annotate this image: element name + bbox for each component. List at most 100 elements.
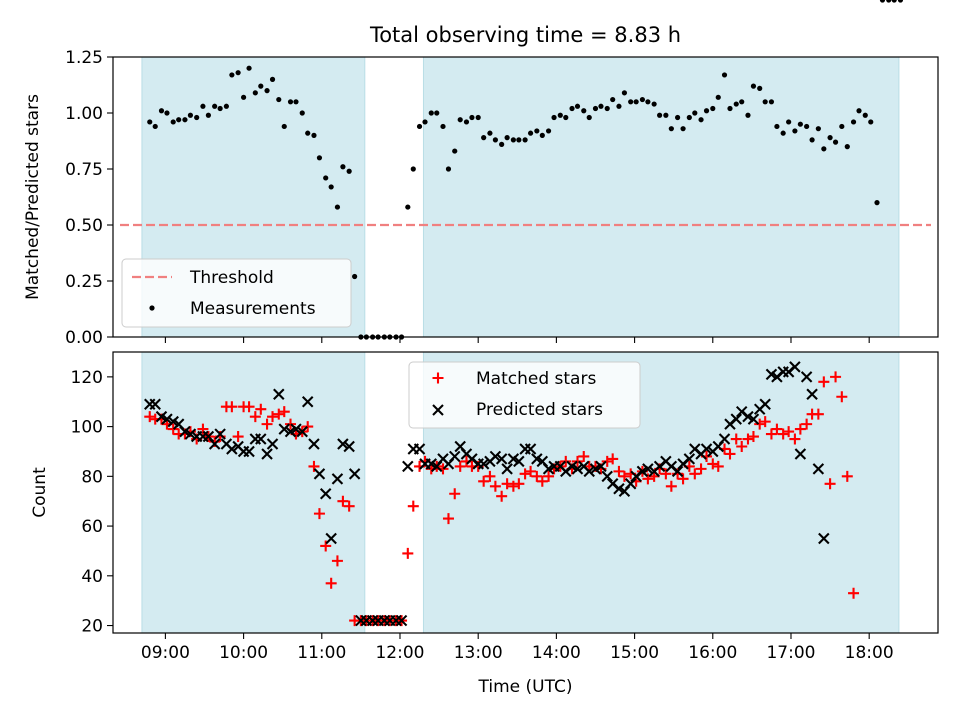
bottom-legend-box xyxy=(408,361,641,429)
matched-star-point xyxy=(513,478,525,490)
matched-star-point xyxy=(144,411,156,423)
matched-star-point xyxy=(841,470,853,482)
measurement-point xyxy=(692,110,698,116)
matched-star-point xyxy=(442,513,454,525)
x-tick-label: 13:00 xyxy=(454,643,503,663)
matched-star-point xyxy=(794,423,806,435)
measurement-point xyxy=(499,141,505,147)
predicted-star-point xyxy=(789,361,801,373)
y-tick-label: 100 xyxy=(71,418,103,438)
measurement-point xyxy=(346,168,352,174)
measurement-point xyxy=(551,114,557,121)
measurement-point xyxy=(457,117,463,123)
measurement-point xyxy=(527,130,534,136)
predicted-star-point xyxy=(273,388,285,401)
shaded-region-1 xyxy=(422,56,900,338)
matched-star-point xyxy=(402,547,414,559)
predicted-star-point xyxy=(489,450,502,463)
measurement-point xyxy=(774,123,780,130)
matched-star-point xyxy=(824,478,836,490)
legend-matched-label: Matched stars xyxy=(476,369,596,389)
measurement-point xyxy=(633,99,639,105)
measurement-point xyxy=(856,108,862,114)
measurement-point xyxy=(574,103,581,109)
measurement-point xyxy=(305,130,311,136)
measurement-point xyxy=(416,123,423,130)
measurement-point xyxy=(698,117,704,123)
measurement-point xyxy=(703,108,710,114)
measurement-point xyxy=(504,135,510,141)
predicted-star-point xyxy=(331,473,344,485)
measurement-point xyxy=(316,155,323,161)
top-legend: Threshold Measurements xyxy=(121,258,352,328)
measurement-point xyxy=(768,99,775,105)
matched-star-point xyxy=(302,421,314,433)
legend-measurements-label: Measurements xyxy=(190,299,316,319)
y-tick-label: 80 xyxy=(81,467,103,487)
measurement-point xyxy=(269,76,276,82)
predicted-star-point xyxy=(343,440,355,453)
matched-star-point xyxy=(783,426,795,438)
measurement-point xyxy=(187,112,194,118)
measurement-point xyxy=(422,119,428,125)
matched-star-point xyxy=(578,450,590,462)
measurement-point xyxy=(340,164,346,170)
predicted-star-point xyxy=(402,460,414,473)
measurement-point xyxy=(158,108,165,114)
measurement-point xyxy=(510,137,516,143)
predicted-star-point xyxy=(255,433,267,445)
measurement-point xyxy=(516,137,522,143)
measurement-point xyxy=(786,119,792,125)
matched-star-point xyxy=(848,587,860,599)
x-tick-label: 10:00 xyxy=(219,643,268,663)
matched-star-point xyxy=(519,468,531,480)
x-tick-label: 18:00 xyxy=(845,643,894,663)
measurement-point xyxy=(264,88,270,94)
measurement-point xyxy=(792,128,798,134)
matched-star-point xyxy=(660,468,672,480)
measurement-point xyxy=(147,119,153,125)
measurement-point xyxy=(839,123,845,130)
matched-star-point xyxy=(337,495,349,507)
matched-star-point xyxy=(759,416,771,428)
measurement-point xyxy=(891,0,897,3)
figure-title: Total observing time = 8.83 h xyxy=(369,23,681,47)
predicted-star-point xyxy=(308,438,320,450)
matched-star-point xyxy=(543,470,555,482)
predicted-star-point xyxy=(161,413,173,425)
predicted-star-point xyxy=(501,463,513,475)
legend-plus-glyph xyxy=(432,372,444,384)
matched-star-point xyxy=(771,423,783,435)
measurement-point xyxy=(240,94,247,100)
predicted-star-point xyxy=(266,438,279,450)
matched-star-point xyxy=(607,453,619,465)
matched-star-point xyxy=(255,403,267,415)
measurement-point xyxy=(815,126,821,132)
measurement-point xyxy=(475,114,481,121)
matched-star-point xyxy=(572,455,584,467)
predicted-star-point xyxy=(759,398,771,410)
predicted-star-point xyxy=(624,478,637,490)
matched-star-point xyxy=(765,428,777,440)
measurement-point xyxy=(164,110,170,116)
measurement-point xyxy=(745,112,751,118)
bottom-y-axis-label: Count xyxy=(30,467,50,518)
predicted-star-point xyxy=(413,443,426,455)
measurement-point xyxy=(487,130,493,136)
predicted-star-point xyxy=(325,532,337,545)
measurement-point xyxy=(205,112,212,118)
top-y-axis-label: Matched/Predicted stars xyxy=(23,94,43,300)
measurement-point xyxy=(586,114,592,121)
x-tick-label: 11:00 xyxy=(297,643,346,663)
matched-star-point xyxy=(754,418,766,430)
measurement-point xyxy=(639,96,646,103)
predicted-star-point xyxy=(149,398,161,410)
measurement-point xyxy=(229,72,235,78)
matched-star-point xyxy=(736,440,748,452)
measurement-point xyxy=(874,200,880,206)
predicted-star-point xyxy=(571,463,584,475)
predicted-star-point xyxy=(513,455,525,468)
measurement-point xyxy=(352,273,358,280)
matched-star-point xyxy=(501,478,513,490)
measurement-point xyxy=(481,135,487,141)
